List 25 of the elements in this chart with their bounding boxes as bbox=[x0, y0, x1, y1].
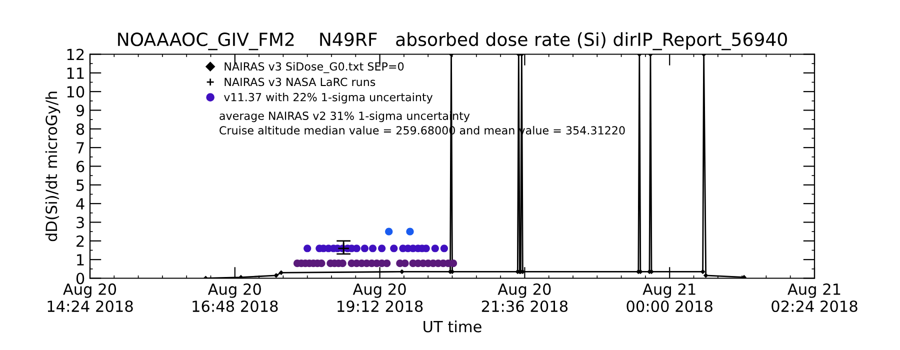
y-tick-label: 4 bbox=[76, 198, 84, 210]
y-tick-label: 5 bbox=[76, 180, 84, 191]
legend-label: NAIRAS v3 SiDose_G0.txt SEP=0 bbox=[224, 62, 404, 74]
y-tick-label: 9 bbox=[76, 104, 84, 116]
x-tick-label: Aug 20 21:36 2018 bbox=[482, 283, 568, 312]
y-axis-title: dD(Si)/dt microGy/h bbox=[45, 92, 60, 242]
legend-label: v11.37 with 22% 1-sigma uncertainty bbox=[224, 92, 433, 104]
y-tick-label: 8 bbox=[76, 123, 84, 135]
y-tick-label: 7 bbox=[76, 142, 84, 154]
chart-title: NOAAAOC_GIV_FM2 N49RF absorbed dose rate (Si) dirIP_Report_56940 bbox=[118, 32, 787, 50]
y-tick-label: 2 bbox=[76, 235, 84, 247]
y-tick-label: 11 bbox=[67, 68, 84, 79]
y-tick-label: 1 bbox=[77, 254, 84, 266]
y-tick-label: 10 bbox=[67, 86, 84, 98]
legend-label: NAIRAS v3 NASA LaRC runs bbox=[224, 78, 376, 86]
x-tick-label: Aug 20 19:12 2018 bbox=[338, 283, 423, 312]
x-axis-title: UT time bbox=[424, 320, 482, 332]
y-tick-label: 12 bbox=[67, 48, 84, 60]
y-tick-label: 0 bbox=[76, 272, 84, 284]
x-tick-label: Aug 20 16:48 2018 bbox=[192, 283, 278, 312]
x-tick-label: Aug 21 02:24 2018 bbox=[772, 283, 858, 312]
x-tick-label: Aug 20 14:24 2018 bbox=[48, 283, 133, 312]
y-tick-label: 3 bbox=[76, 216, 84, 228]
y-tick-label: 6 bbox=[76, 160, 84, 172]
x-tick-label: Aug 21 00:00 2018 bbox=[626, 283, 712, 312]
